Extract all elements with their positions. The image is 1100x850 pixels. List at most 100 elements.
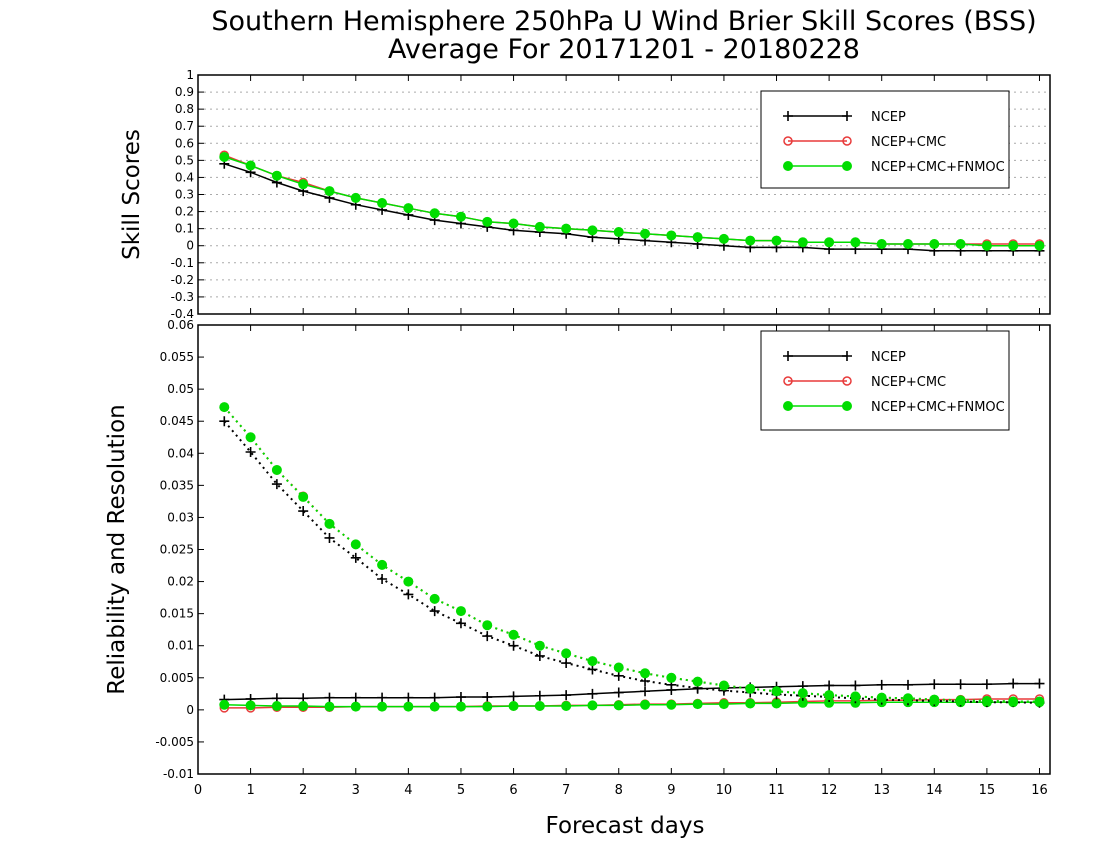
legend-marker-ncep [783, 351, 793, 361]
data-point-ncep-resolution [508, 640, 519, 651]
data-point-ncep-cmc-fnmoc [587, 225, 598, 236]
y-tick-label: 0.6 [175, 136, 194, 150]
data-point-ncep-cmc-fnmoc [745, 235, 756, 246]
y-tick-label: 0 [186, 703, 194, 717]
x-tick-label: 4 [404, 783, 412, 798]
y-tick-label: 0.7 [175, 119, 194, 133]
legend-marker-ncep-cmc-fnmoc [842, 401, 852, 411]
data-point-ncep-cmc-fnmoc [613, 227, 624, 238]
data-point-ncep-reliability [955, 679, 966, 690]
data-point-ncep-cmc-fnmoc [692, 232, 703, 243]
data-point-ncep-cmc-fnmoc [824, 237, 835, 248]
data-point-ncep-cmc-fnmoc-reliability [508, 701, 519, 712]
data-point-ncep-cmc-fnmoc [534, 221, 545, 232]
y-axis-label: Reliability and Resolution [104, 404, 130, 694]
data-point-ncep-cmc-fnmoc-reliability [666, 699, 677, 710]
y-tick-label: -0.3 [171, 290, 194, 304]
data-point-ncep-reliability [929, 679, 940, 690]
data-point-ncep-reliability [482, 692, 493, 703]
y-tick-label: -0.1 [171, 256, 194, 270]
series-line-ncep-cmc-resolution [223, 406, 1040, 703]
data-point-ncep-cmc-fnmoc-resolution [482, 620, 493, 631]
data-point-ncep-cmc-fnmoc-reliability [587, 700, 598, 711]
legend-marker-ncep-cmc [842, 376, 852, 386]
y-tick-label: -0.2 [171, 273, 194, 287]
data-point-ncep-cmc-fnmoc-reliability [718, 699, 729, 710]
data-point-ncep-cmc-fnmoc-resolution [324, 518, 335, 529]
legend-marker-ncep-cmc [783, 136, 793, 146]
data-point-ncep-cmc-fnmoc-resolution [981, 695, 992, 706]
legend-marker-ncep [842, 351, 852, 361]
chart-title: Southern Hemisphere 250hPa U Wind Brier … [211, 6, 1036, 37]
data-point-ncep-cmc-fnmoc-resolution [666, 672, 677, 683]
data-point-ncep-cmc-fnmoc-resolution [1034, 696, 1045, 707]
data-point-ncep-cmc-fnmoc-reliability [771, 698, 782, 709]
data-point-ncep-cmc-fnmoc-reliability [692, 699, 703, 710]
y-tick-label: 0.2 [175, 205, 194, 219]
chart-subtitle: Average For 20171201 - 20180228 [388, 34, 860, 65]
y-tick-label: 0.005 [160, 671, 194, 685]
data-point-ncep-cmc-fnmoc [324, 186, 335, 197]
data-point-ncep-cmc-fnmoc [245, 160, 256, 171]
panel-frame [197, 324, 1051, 775]
data-point-ncep-cmc-fnmoc-reliability [534, 701, 545, 712]
legend-label-ncep: NCEP [871, 110, 906, 125]
data-point-ncep-cmc-fnmoc-resolution [508, 629, 519, 640]
data-point-ncep-resolution [587, 664, 598, 675]
panels-group: 1 0.9 0.8 0.7 0.6 0.5 0.4 0.3 0.2 0.1 0 -0.1 -0.2 -0.… [104, 68, 1051, 798]
data-point-ncep-reliability [561, 690, 572, 701]
legend-label-ncep-cmc-fnmoc: NCEP+CMC+FNMOC [871, 400, 1005, 415]
y-tick-label: 1 [186, 68, 194, 82]
series-line-ncep-cmc-fnmoc-reliability [224, 701, 1040, 708]
data-point-ncep-cmc-fnmoc-resolution [929, 694, 940, 705]
data-point-ncep-cmc-fnmoc [981, 240, 992, 251]
y-tick-label: 0.02 [167, 575, 194, 589]
data-point-ncep-cmc-fnmoc [797, 237, 808, 248]
legend-label-ncep-cmc-fnmoc: NCEP+CMC+FNMOC [871, 160, 1005, 175]
data-point-ncep-cmc-fnmoc-reliability [403, 701, 414, 712]
data-point-ncep-reliability [824, 680, 835, 691]
legend: NCEP NCEP+CMC NCEP+CMC+FNMOC [760, 90, 1010, 189]
y-tick-label: 0.01 [167, 639, 194, 653]
data-point-ncep-cmc-fnmoc-resolution [955, 695, 966, 706]
data-point-ncep-cmc-fnmoc-resolution [350, 539, 361, 550]
data-point-ncep-cmc-fnmoc [929, 239, 940, 250]
data-point-ncep-resolution [482, 631, 493, 642]
x-tick-label: 9 [667, 783, 675, 798]
data-point-ncep-cmc-fnmoc-resolution [850, 691, 861, 702]
data-point-ncep-cmc-fnmoc-resolution [718, 680, 729, 691]
data-point-ncep-cmc-fnmoc-resolution [797, 688, 808, 699]
y-tick-label: -0.01 [163, 767, 194, 781]
data-point-ncep-cmc-fnmoc [876, 239, 887, 250]
y-tick-label: 0.04 [167, 446, 194, 460]
data-point-ncep-cmc-fnmoc [1034, 240, 1045, 251]
legend: NCEP NCEP+CMC NCEP+CMC+FNMOC [760, 330, 1010, 431]
data-point-ncep-cmc-fnmoc-resolution [377, 559, 388, 570]
legend-label-ncep-cmc: NCEP+CMC [871, 375, 946, 390]
data-point-ncep-resolution [219, 416, 230, 427]
data-point-ncep-reliability [377, 692, 388, 703]
y-tick-label: 0.06 [167, 318, 194, 332]
data-point-ncep-resolution [429, 606, 440, 617]
data-point-ncep-cmc-fnmoc-reliability [482, 701, 493, 712]
data-point-ncep-cmc-fnmoc-reliability [324, 701, 335, 712]
x-tick-label: 8 [615, 783, 623, 798]
series-line-ncep-reliability [224, 682, 1040, 701]
x-tick-label: 3 [352, 783, 360, 798]
data-point-ncep-resolution [613, 670, 624, 681]
x-tick-label: 10 [716, 783, 733, 798]
legend-marker-ncep-cmc [783, 376, 793, 386]
y-tick-label: 0.8 [175, 102, 194, 116]
data-point-ncep-cmc-fnmoc-resolution [613, 662, 624, 673]
data-point-ncep-cmc-fnmoc-resolution [824, 690, 835, 701]
data-point-ncep-cmc-fnmoc-reliability [824, 697, 835, 708]
data-point-ncep-cmc-fnmoc-reliability [298, 701, 309, 712]
data-point-ncep-cmc-fnmoc [482, 216, 493, 227]
x-axis-label: Forecast days [546, 813, 705, 839]
data-point-ncep-reliability [1034, 678, 1045, 689]
data-point-ncep-cmc-fnmoc-resolution [876, 692, 887, 703]
data-point-ncep-cmc-fnmoc [377, 198, 388, 209]
data-point-ncep-cmc-fnmoc-reliability [429, 701, 440, 712]
data-point-ncep-reliability [534, 690, 545, 701]
y-axis-label: Skill Scores [119, 129, 145, 260]
